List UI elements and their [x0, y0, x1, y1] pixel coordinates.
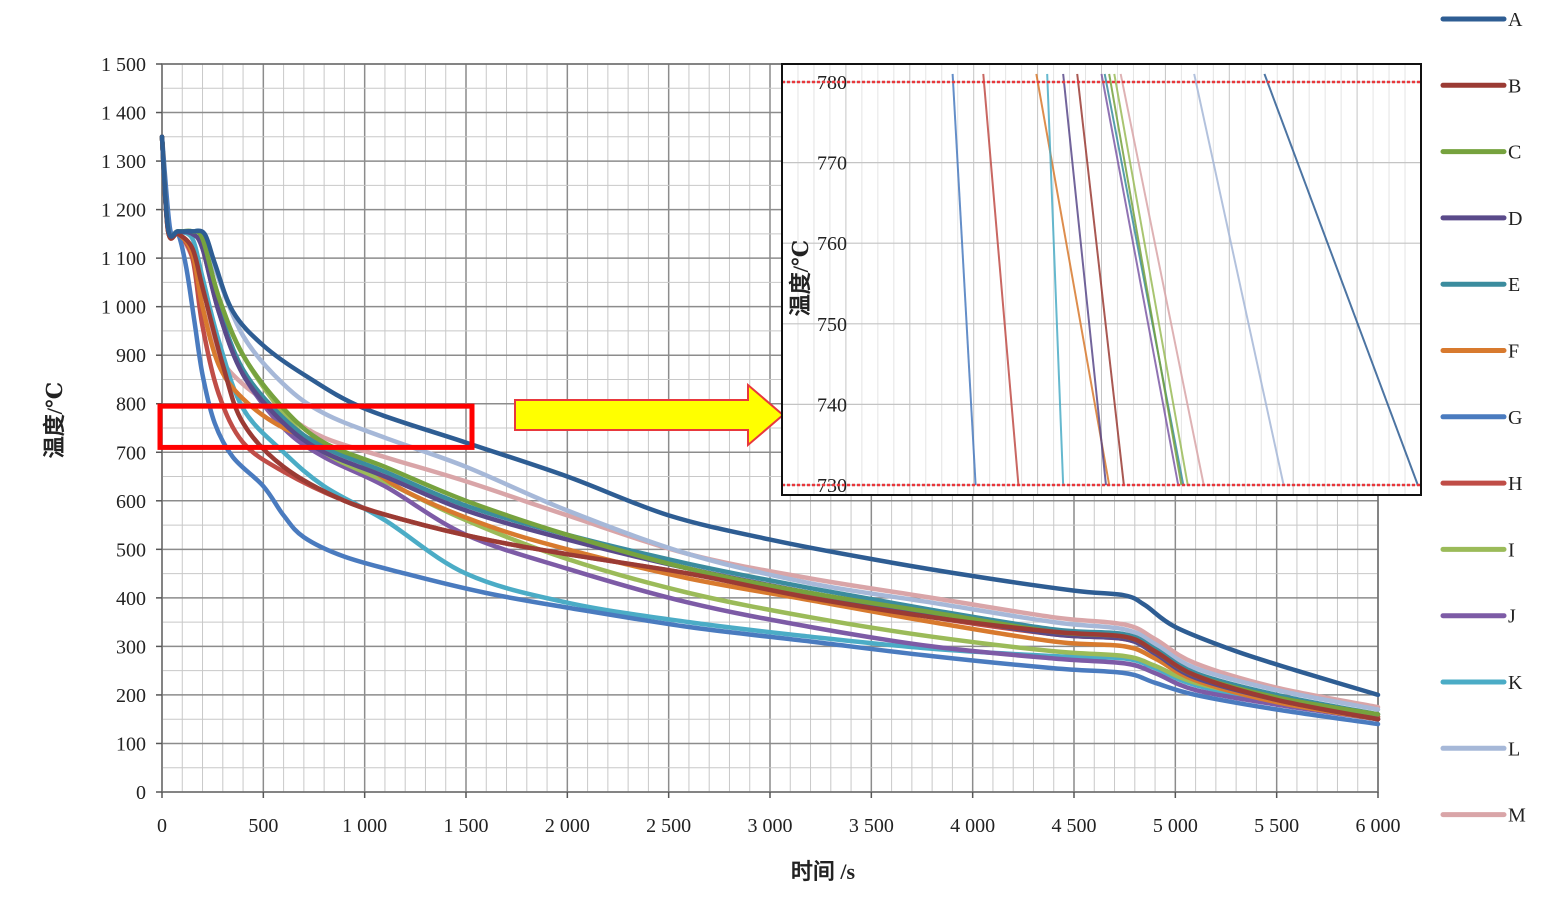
legend-label-C: C [1508, 142, 1521, 164]
y-tick-label: 1 000 [101, 297, 146, 319]
legend-label-D: D [1508, 208, 1522, 230]
y-tick-label: 600 [116, 491, 146, 513]
series-line-A [159, 134, 1381, 698]
x-tick-label: 3 500 [849, 815, 894, 837]
legend-label-J: J [1508, 606, 1516, 628]
legend-label-L: L [1508, 738, 1520, 760]
main-plot-axes: 0 500 1 000 1 500 2 000 2 500 3 000 3 500 4 000 4… [101, 54, 1401, 837]
legend-label-A: A [1508, 9, 1523, 31]
series-line-G [159, 134, 1381, 727]
x-tick-label: 4 500 [1052, 815, 1097, 837]
series-line-B [159, 134, 1381, 722]
inset-series-line-K [1046, 73, 1065, 486]
y-tick-label: 500 [116, 539, 146, 561]
y-tick-label: 400 [116, 588, 146, 610]
y-axis-title: 温度/℃ [42, 382, 67, 458]
y-tick-label: 1 400 [101, 103, 146, 125]
y-tick-label: 1 100 [101, 248, 146, 270]
inset-series-line-D [1062, 73, 1107, 486]
y-tick-label: 1 300 [101, 151, 146, 173]
inset-y-axis-title: 温度/℃ [788, 240, 813, 316]
x-tick-label: 1 000 [342, 815, 387, 837]
inset-series-line-H [982, 73, 1020, 486]
inset-series-line-C [1108, 73, 1183, 486]
legend-label-B: B [1508, 75, 1521, 97]
main-plot-series [159, 134, 1381, 727]
x-tick-label: 2 000 [545, 815, 590, 837]
y-tick-label: 800 [116, 394, 146, 416]
inset-y-tick-label: 750 [817, 314, 847, 336]
x-tick-label: 0 [157, 815, 167, 837]
inset-y-tick-label: 770 [817, 153, 847, 175]
zoom-highlight [157, 382, 785, 450]
y-tick-label: 100 [116, 733, 146, 755]
legend-label-H: H [1508, 473, 1522, 495]
y-tick-label: 1 200 [101, 200, 146, 222]
x-tick-label: 6 000 [1356, 815, 1401, 837]
x-tick-label: 5 000 [1153, 815, 1198, 837]
inset-series-line-M [1119, 73, 1205, 486]
x-axis-title: 时间 /s [791, 859, 856, 884]
y-tick-label: 0 [136, 782, 146, 804]
inset-series-line-B [1076, 73, 1125, 486]
legend-label-F: F [1508, 341, 1519, 363]
y-tick-label: 200 [116, 685, 146, 707]
x-tick-label: 1 500 [444, 815, 489, 837]
y-tick-label: 700 [116, 442, 146, 464]
inset-y-tick-label: 760 [817, 233, 847, 255]
series-line-F [159, 134, 1381, 722]
x-tick-label: 2 500 [646, 815, 691, 837]
inset-series-line-I [1113, 73, 1189, 486]
inset-y-tick-label: 740 [817, 394, 847, 416]
inset-series-line-F [1035, 73, 1111, 486]
y-tick-label: 1 500 [101, 54, 146, 76]
x-tick-label: 5 500 [1254, 815, 1299, 837]
inset-series-line-G [951, 73, 977, 486]
legend-label-E: E [1508, 274, 1520, 296]
legend-label-K: K [1508, 672, 1523, 694]
zoom-arrow [514, 382, 785, 448]
inset-series-line-L [1193, 73, 1285, 486]
legend-label-M: M [1508, 805, 1526, 827]
legend-label-G: G [1508, 407, 1522, 429]
inset-series-line-A [1263, 73, 1419, 486]
x-tick-label: 3 000 [748, 815, 793, 837]
legend-label-I: I [1508, 539, 1515, 561]
x-tick-label: 4 000 [950, 815, 995, 837]
y-tick-label: 300 [116, 636, 146, 658]
y-tick-label: 900 [116, 345, 146, 367]
inset-series-line-J [1100, 73, 1180, 486]
highlight-box [157, 403, 475, 450]
inset-frame [781, 63, 1422, 496]
x-tick-label: 500 [248, 815, 278, 837]
legend: A B C D E F G H I J K L M [1440, 9, 1526, 827]
